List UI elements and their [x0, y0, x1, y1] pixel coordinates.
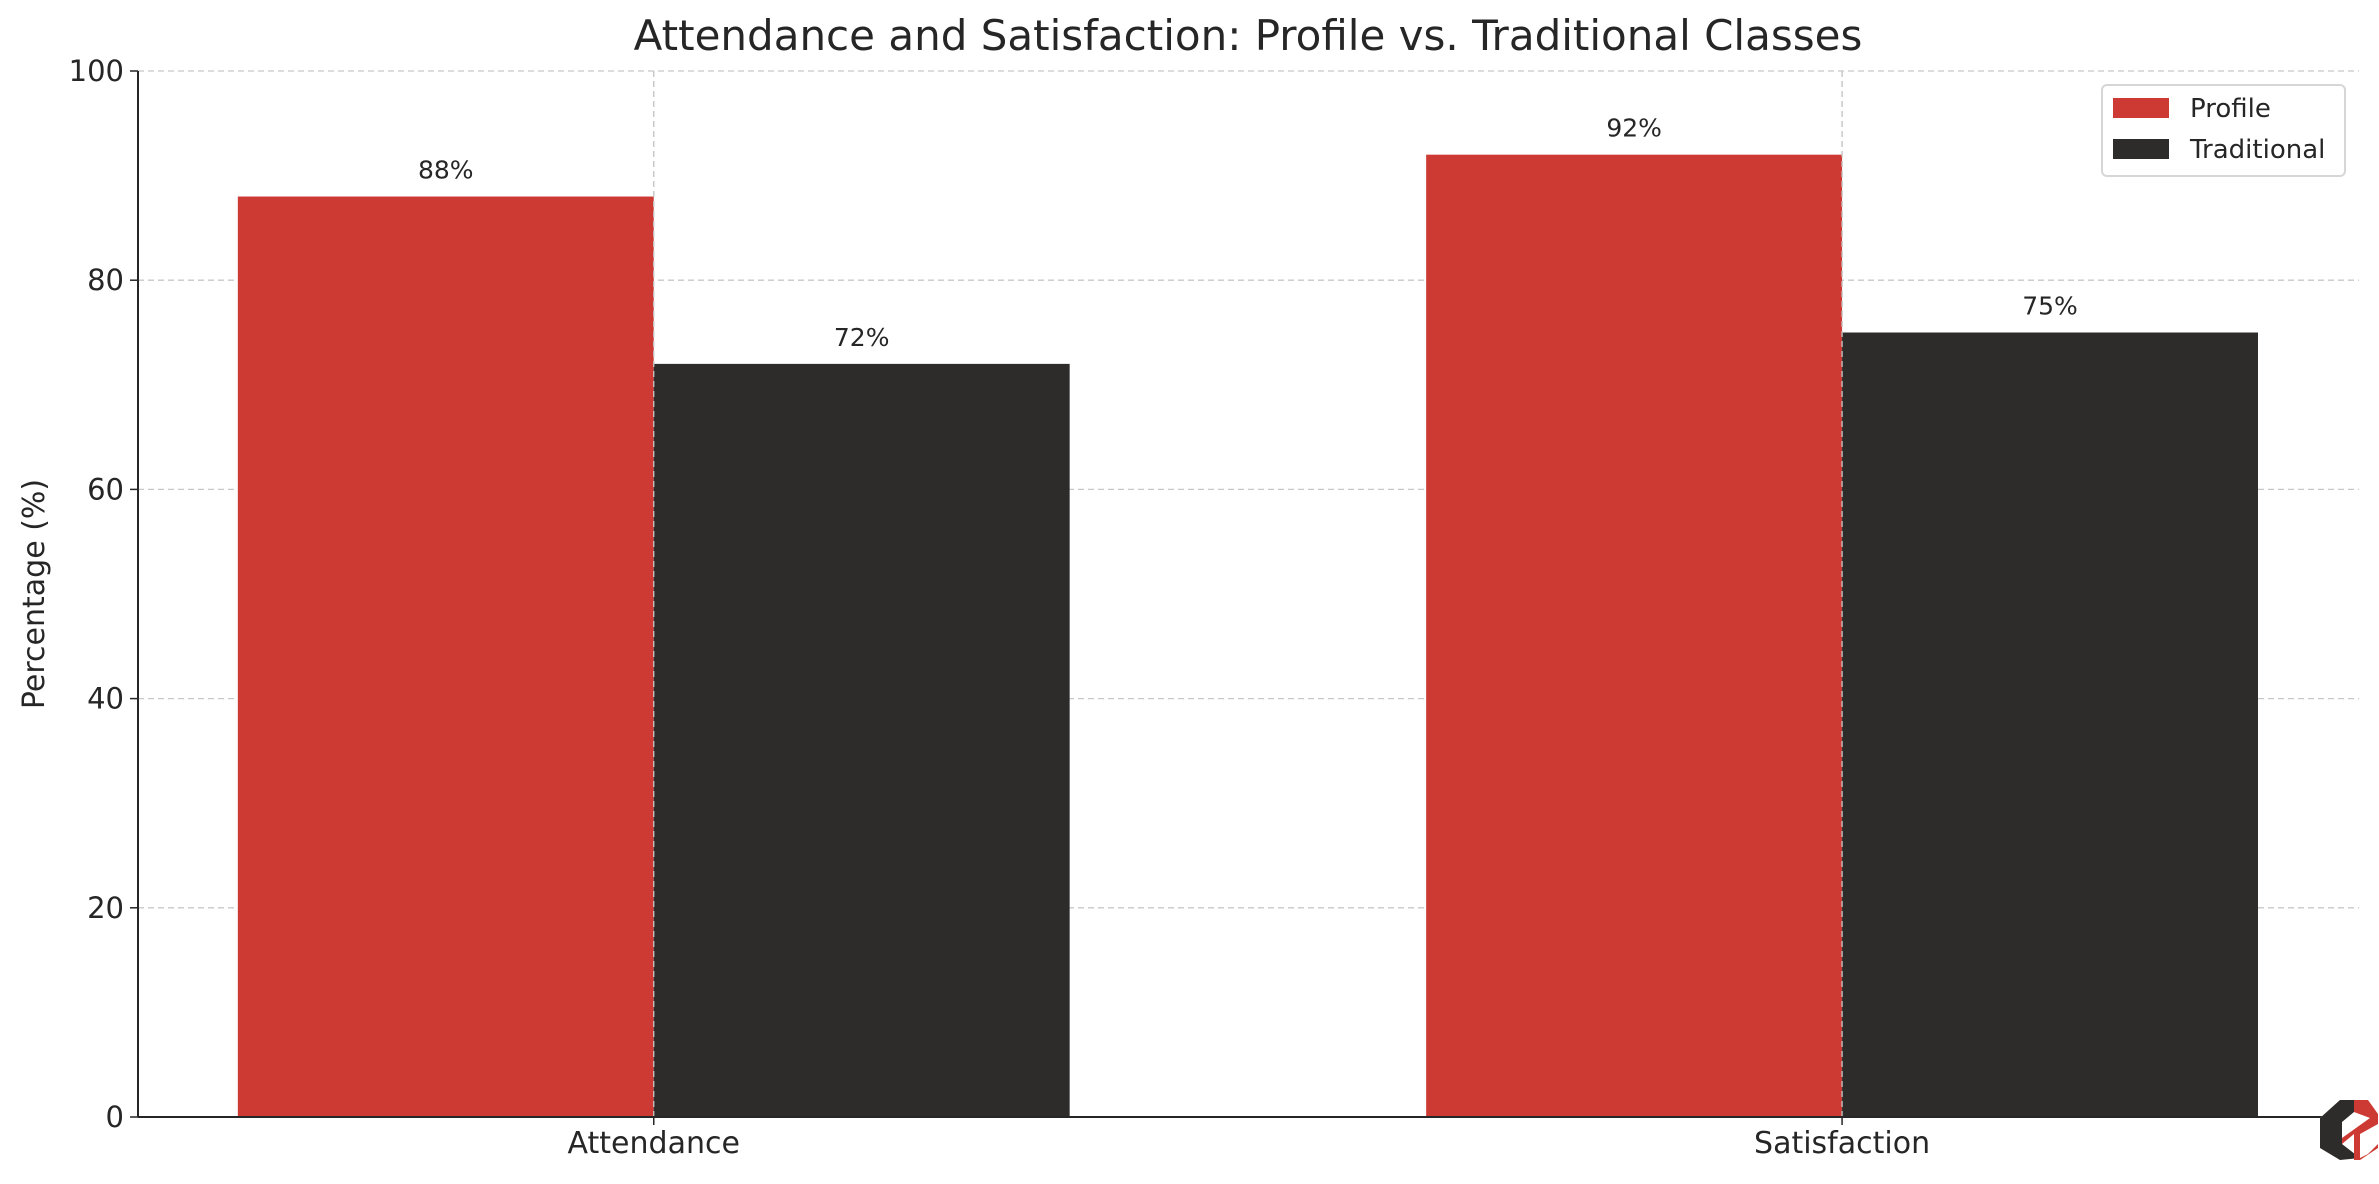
bar-traditional-attendance: [653, 363, 1070, 1117]
chart-title: Attendance and Satisfaction: Profile vs.…: [634, 11, 1863, 60]
y-tick-label: 100: [69, 54, 124, 88]
bars: [237, 154, 2258, 1117]
legend: Profile Traditional: [2101, 84, 2346, 177]
data-label: 88%: [418, 156, 474, 185]
y-tick-label: 60: [87, 472, 124, 506]
bar-profile-attendance: [237, 196, 654, 1117]
legend-label: Traditional: [2189, 135, 2325, 165]
x-tick-label: Attendance: [568, 1126, 740, 1161]
y-tick-label: 20: [87, 891, 124, 925]
legend-swatch-profile: [2113, 98, 2169, 118]
y-tick-label: 0: [106, 1100, 124, 1134]
x-tick-label: Satisfaction: [1754, 1126, 1930, 1161]
y-tick-label: 40: [87, 682, 124, 716]
data-label: 72%: [834, 323, 890, 352]
y-axis-label: Percentage (%): [17, 479, 52, 709]
bar-traditional-satisfaction: [1842, 332, 2258, 1117]
hexagon-logo: [2320, 1100, 2378, 1160]
legend-swatch-traditional: [2113, 139, 2169, 159]
axes: 0 20 40 60 80 100 Attendance Satisfaction: [69, 54, 2359, 1161]
bar-profile-satisfaction: [1426, 154, 1843, 1117]
legend-label: Profile: [2190, 94, 2271, 124]
data-labels: 88% 92% 72% 75%: [418, 71, 2078, 1117]
data-label: 92%: [1606, 114, 1662, 143]
data-label: 75%: [2022, 292, 2078, 321]
y-tick-label: 80: [87, 263, 124, 297]
